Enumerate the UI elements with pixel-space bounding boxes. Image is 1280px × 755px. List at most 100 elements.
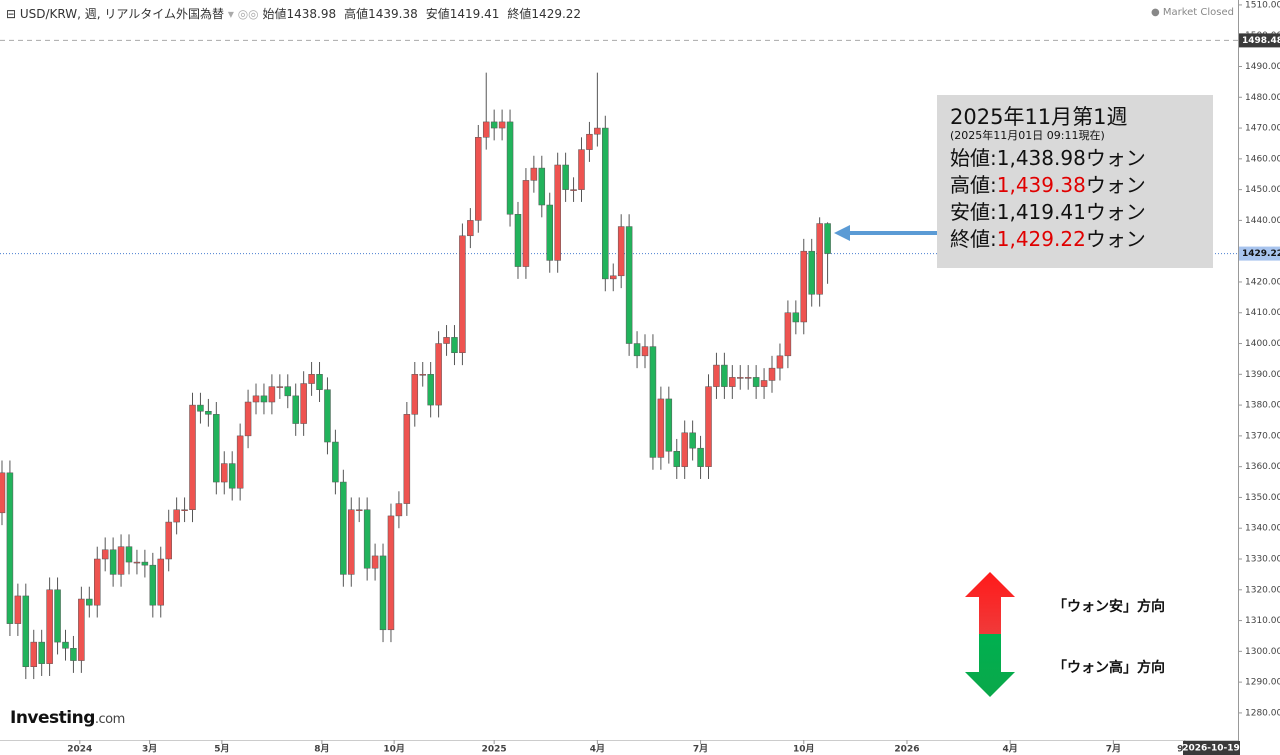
- candle-body: [490, 121, 498, 129]
- candle-body: [721, 364, 728, 387]
- header-value: 1419.41: [449, 7, 500, 21]
- candle-body: [625, 226, 633, 344]
- y-tick-label: 1440.00: [1245, 216, 1280, 226]
- price-tag: [1239, 246, 1280, 261]
- candle-body: [475, 137, 482, 221]
- header-value: 1438.98: [286, 7, 337, 21]
- info-label: 安値: [950, 200, 990, 224]
- info-separator: :: [990, 146, 997, 170]
- candle-body: [705, 386, 712, 467]
- info-value: 1,439.38: [996, 173, 1086, 197]
- candle-body: [578, 149, 585, 190]
- y-tick-label: 1330.00: [1245, 555, 1280, 565]
- header-items: 始値1438.98 高値1439.38 安値1419.41 終値1429.22: [262, 7, 589, 21]
- down-arrow: [965, 634, 1015, 697]
- header-label: 高値: [344, 7, 369, 21]
- candle-body: [6, 472, 14, 624]
- candle-body: [681, 432, 688, 467]
- candle-body: [276, 386, 284, 388]
- y-tick-label: 1370.00: [1245, 431, 1280, 441]
- candle-body: [371, 555, 379, 569]
- candle-body: [189, 404, 196, 511]
- candle-body: [340, 481, 347, 575]
- candle-body: [411, 374, 419, 415]
- y-tick-label: 1490.00: [1245, 62, 1280, 72]
- logo: Investing.com: [10, 708, 125, 728]
- info-value: 1,419.41: [996, 200, 1086, 224]
- info-box: 2025年11月第1週 (2025年11月01日 09:11現在) 始値:1,4…: [937, 95, 1213, 268]
- info-row: 終値:1,429.22ウォン: [950, 226, 1213, 253]
- annotation-down: 「ウォン高」方向: [1053, 660, 1165, 676]
- info-label: 始値: [950, 146, 990, 170]
- info-row: 始値:1,438.98ウォン: [950, 145, 1213, 172]
- candle-body: [300, 383, 307, 424]
- candle-body: [633, 343, 641, 357]
- candle-body: [387, 515, 395, 631]
- x-tick-label: 7月: [1106, 744, 1121, 755]
- y-tick-label: 1380.00: [1245, 401, 1280, 411]
- info-row: 安値:1,419.41ウォン: [950, 199, 1213, 226]
- candle-body: [141, 561, 149, 566]
- candle-body: [657, 398, 665, 458]
- candle-body: [752, 377, 760, 387]
- header-label: 終値: [507, 7, 532, 21]
- header: ⊟ USD/KRW, 週, リアルタイム外国為替 ▾ ◎◎ 始値1438.98 高…: [6, 5, 589, 22]
- candle-body: [197, 404, 204, 412]
- x-tick-label: 2024: [67, 745, 92, 755]
- candle-body: [101, 549, 109, 560]
- candle-body: [86, 598, 93, 606]
- candle-body: [792, 312, 800, 323]
- candle-body: [133, 561, 141, 564]
- x-tick-label: 3月: [142, 744, 157, 755]
- candle-body: [205, 410, 212, 415]
- candle-body: [70, 648, 77, 661]
- candle-body: [800, 250, 808, 323]
- candle-body: [427, 374, 434, 406]
- candle-body: [228, 463, 236, 489]
- candle-body: [244, 401, 252, 437]
- candle-body: [808, 250, 815, 295]
- price-label: 1429.22: [1242, 249, 1280, 259]
- candle-body: [641, 346, 649, 357]
- candle-body: [395, 503, 403, 517]
- y-tick-label: 1470.00: [1245, 124, 1280, 134]
- info-subtitle: (2025年11月01日 09:11現在): [950, 129, 1105, 142]
- logo-suffix: .com: [94, 712, 125, 727]
- candle-body: [538, 167, 546, 206]
- candle-body: [117, 546, 125, 575]
- candle-body: [419, 374, 426, 376]
- candle-body: [522, 180, 530, 267]
- candle-body: [435, 343, 442, 406]
- candle-body: [697, 447, 704, 467]
- y-tick-label: 1360.00: [1245, 462, 1280, 472]
- candle-body: [816, 223, 823, 295]
- info-unit: ウォン: [1085, 227, 1146, 251]
- y-tick-label: 1340.00: [1245, 524, 1280, 534]
- candle-body: [308, 374, 315, 384]
- candle-body: [570, 189, 577, 191]
- candle-body: [292, 395, 299, 424]
- candle-body: [713, 364, 720, 387]
- y-tick-label: 1280.00: [1245, 708, 1280, 718]
- y-tick-label: 1460.00: [1245, 154, 1280, 164]
- info-value: 1,429.22: [996, 227, 1086, 251]
- candle-body: [602, 127, 609, 280]
- y-tick-label: 1450.00: [1245, 185, 1280, 195]
- candle-body: [546, 204, 553, 261]
- info-unit: ウォン: [1085, 146, 1146, 170]
- candle-body: [236, 435, 244, 489]
- info-unit: ウォン: [1085, 200, 1146, 224]
- candle-body: [181, 509, 188, 512]
- candle-body: [332, 441, 339, 483]
- candle-body: [30, 641, 37, 667]
- header-label: 始値: [262, 7, 287, 21]
- info-unit: ウォン: [1085, 173, 1146, 197]
- candle-body: [252, 395, 260, 403]
- candle-body: [459, 235, 466, 354]
- pointer-arrow-head: [834, 225, 850, 241]
- y-tick-label: 1510.00: [1245, 0, 1280, 10]
- info-separator: :: [990, 227, 997, 251]
- header-label: 安値: [425, 7, 450, 21]
- candle-body: [268, 386, 276, 403]
- high-line-tag: [1239, 33, 1280, 48]
